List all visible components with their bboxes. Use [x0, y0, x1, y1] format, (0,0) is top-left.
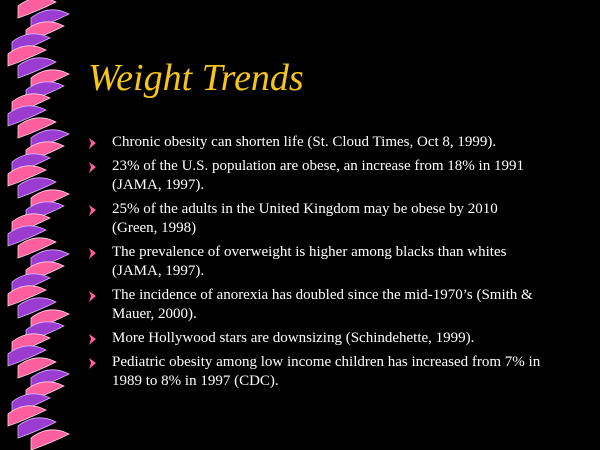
bullet-marker: [89, 205, 96, 216]
bullet-marker: [89, 162, 96, 173]
slide-title: Weight Trends: [88, 57, 304, 99]
bullet-text-line: More Hollywood stars are downsizing (Sch…: [112, 330, 475, 346]
bullet: 25% of the adults in the United Kingdom …: [88, 200, 588, 238]
bullet-marker-shape: [89, 162, 96, 173]
bullet-text-line: The incidence of anorexia has doubled si…: [112, 287, 533, 303]
ribbon-decoration: [7, 0, 70, 450]
bullet-marker: [89, 334, 96, 345]
bullet: More Hollywood stars are downsizing (Sch…: [88, 329, 588, 348]
bullet-text-line: Chronic obesity can shorten life (St. Cl…: [112, 134, 497, 150]
bullet-text-line: Pediatric obesity among low income child…: [112, 354, 541, 370]
ribbon-segment: [30, 429, 70, 450]
bullet: The prevalence of overweight is higher a…: [88, 243, 588, 281]
bullet-text-line: Mauer, 2000).: [112, 306, 197, 322]
bullet-text-line: (Green, 1998): [112, 220, 197, 236]
bullet-marker-shape: [89, 205, 96, 216]
bullet: 23% of the U.S. population are obese, an…: [88, 157, 588, 195]
bullet-text-line: (JAMA, 1997).: [112, 177, 205, 193]
bullet: The incidence of anorexia has doubled si…: [88, 286, 588, 324]
bullet-marker-shape: [89, 291, 96, 302]
bullet-text-line: 25% of the adults in the United Kingdom …: [112, 201, 498, 217]
bullet-marker-shape: [89, 358, 96, 369]
bullet-list: Chronic obesity can shorten life (St. Cl…: [88, 133, 588, 396]
bullet-text-line: (JAMA, 1997).: [112, 263, 205, 279]
bullet-marker: [89, 291, 96, 302]
bullet-marker-shape: [89, 334, 96, 345]
bullet-marker: [89, 358, 96, 369]
bullet-text-line: 1989 to 8% in 1997 (CDC).: [112, 373, 279, 389]
bullet-text-line: The prevalence of overweight is higher a…: [112, 244, 507, 260]
bullet-marker: [89, 138, 96, 149]
bullet: Pediatric obesity among low income child…: [88, 353, 588, 391]
bullet-text-line: 23% of the U.S. population are obese, an…: [112, 158, 524, 174]
bullet: Chronic obesity can shorten life (St. Cl…: [88, 133, 588, 152]
bullet-marker-shape: [89, 138, 96, 149]
bullet-marker: [89, 248, 96, 259]
bullet-marker-shape: [89, 248, 96, 259]
